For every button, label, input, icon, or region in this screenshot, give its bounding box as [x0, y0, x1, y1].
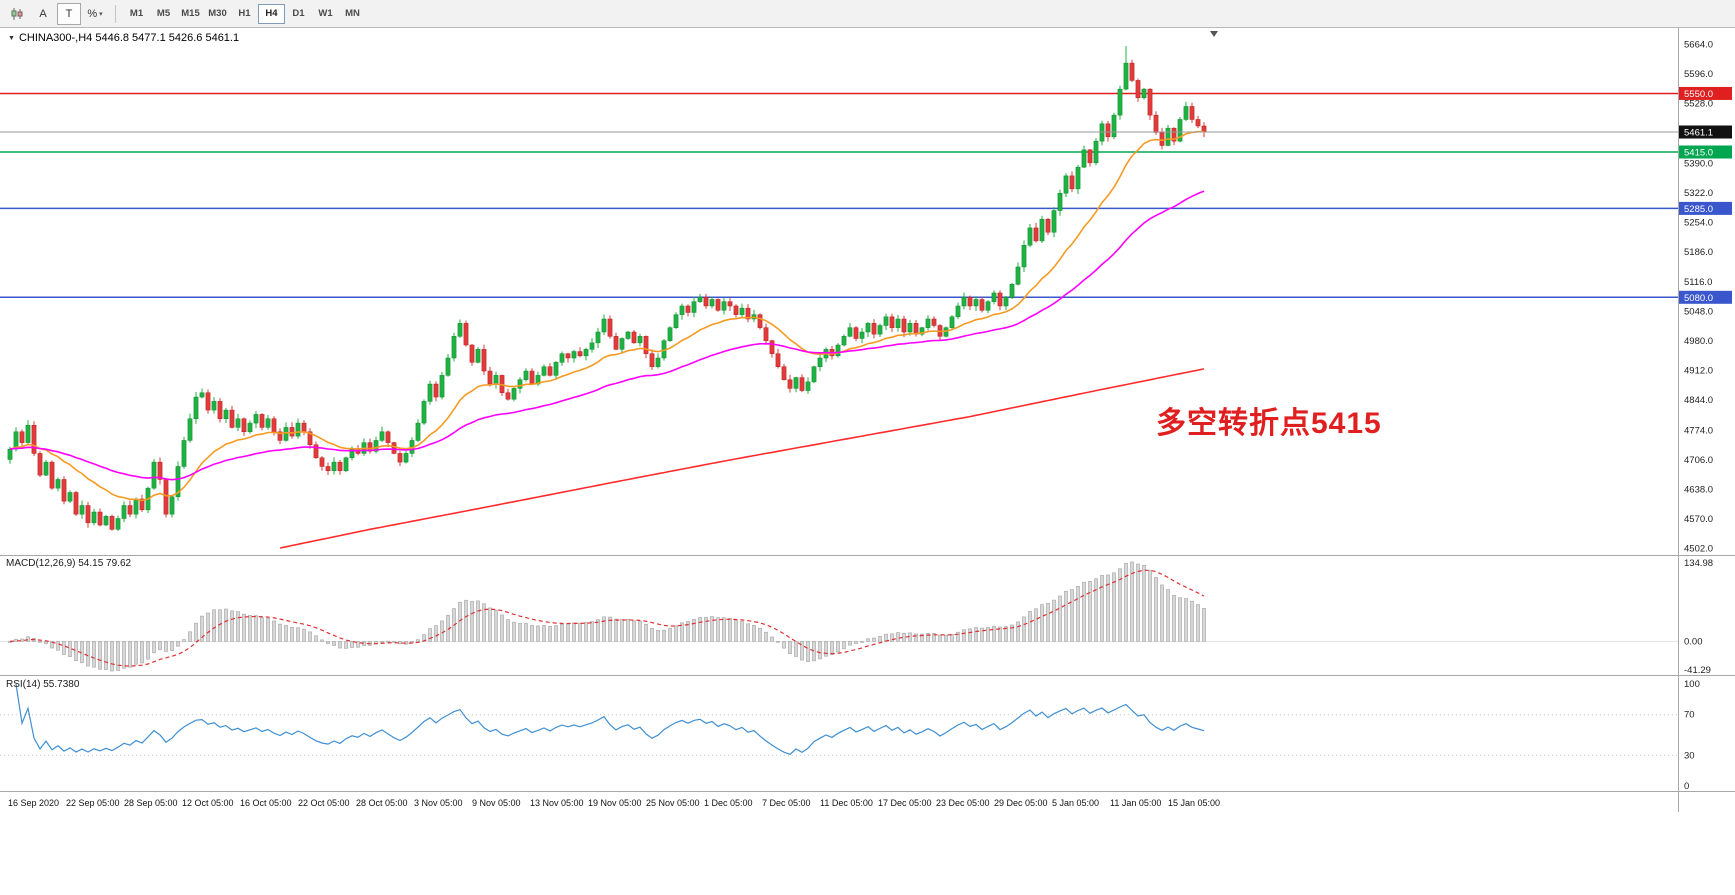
- svg-text:5390.0: 5390.0: [1684, 158, 1713, 169]
- macd-histogram: [8, 561, 1206, 672]
- svg-text:9 Nov 05:00: 9 Nov 05:00: [472, 798, 521, 808]
- svg-text:15 Jan 05:00: 15 Jan 05:00: [1168, 798, 1220, 808]
- price-tag: 5550.0: [1679, 86, 1732, 100]
- rsi-label: RSI(14) 55.7380: [6, 679, 80, 690]
- timeframe-w1[interactable]: W1: [312, 4, 339, 24]
- svg-text:5285.0: 5285.0: [1684, 204, 1713, 215]
- symbol-ohlc-label: ▼ CHINA300-,H4 5446.8 5477.1 5426.6 5461…: [8, 32, 239, 44]
- svg-text:25 Nov 05:00: 25 Nov 05:00: [646, 798, 700, 808]
- svg-text:4844.0: 4844.0: [1684, 395, 1713, 406]
- price-tag: 5461.1: [1679, 125, 1732, 139]
- candles: [7, 46, 1207, 531]
- timeframe-m30[interactable]: M30: [204, 4, 231, 24]
- macd-signal-line: [9, 569, 1205, 667]
- svg-text:134.98: 134.98: [1684, 558, 1713, 569]
- price-scale[interactable]: 5664.0 5596.0 5528.0 5390.0 5322.0 5254.0 5186…: [1679, 40, 1732, 555]
- svg-text:30: 30: [1684, 750, 1695, 761]
- svg-text:12 Oct 05:00: 12 Oct 05:00: [182, 798, 234, 808]
- toolbar-separator: [115, 4, 116, 23]
- timeframe-h1[interactable]: H1: [231, 4, 258, 24]
- dropdown-caret-icon: ▾: [99, 10, 103, 18]
- rsi-line: [15, 683, 1205, 755]
- svg-text:7 Dec 05:00: 7 Dec 05:00: [762, 798, 811, 808]
- svg-text:11 Dec 05:00: 11 Dec 05:00: [820, 798, 873, 808]
- percent-dropdown-button[interactable]: % ▾: [83, 3, 107, 25]
- timeframe-m1[interactable]: M1: [123, 4, 150, 24]
- time-axis[interactable]: 16 Sep 2020 22 Sep 05:00 28 Sep 05:00 12 Oc…: [8, 798, 1220, 808]
- timeframe-d1[interactable]: D1: [285, 4, 312, 24]
- t-button[interactable]: T: [57, 2, 81, 25]
- svg-text:5186.0: 5186.0: [1684, 247, 1713, 258]
- svg-text:5528.0: 5528.0: [1684, 98, 1713, 109]
- svg-text:5254.0: 5254.0: [1684, 217, 1713, 228]
- moving-averages: [9, 130, 1205, 549]
- svg-text:5664.0: 5664.0: [1684, 40, 1713, 51]
- svg-text:22 Sep 05:00: 22 Sep 05:00: [66, 798, 120, 808]
- svg-text:22 Oct 05:00: 22 Oct 05:00: [298, 798, 350, 808]
- macd-panel: 134.98 0.00 -41.29: [0, 558, 1713, 676]
- svg-text:23 Dec 05:00: 23 Dec 05:00: [936, 798, 990, 808]
- svg-text:4570.0: 4570.0: [1684, 514, 1713, 525]
- a-button[interactable]: A: [31, 3, 55, 25]
- svg-text:17 Dec 05:00: 17 Dec 05:00: [878, 798, 932, 808]
- svg-text:5415.0: 5415.0: [1684, 148, 1713, 159]
- chart-shift-marker-icon[interactable]: [1210, 31, 1218, 37]
- svg-text:0.00: 0.00: [1684, 636, 1703, 647]
- svg-text:5596.0: 5596.0: [1684, 69, 1713, 80]
- timeframe-m15[interactable]: M15: [177, 4, 204, 24]
- percent-icon: %: [87, 7, 98, 20]
- ma-fast-line: [9, 130, 1204, 502]
- svg-text:4912.0: 4912.0: [1684, 366, 1713, 377]
- svg-text:4502.0: 4502.0: [1684, 544, 1713, 555]
- svg-text:29 Dec 05:00: 29 Dec 05:00: [994, 798, 1048, 808]
- svg-text:1 Dec 05:00: 1 Dec 05:00: [704, 798, 753, 808]
- svg-text:4980.0: 4980.0: [1684, 336, 1713, 347]
- symbol-marker-icon: ▼: [8, 34, 15, 42]
- svg-text:4638.0: 4638.0: [1684, 485, 1713, 496]
- svg-text:4774.0: 4774.0: [1684, 426, 1713, 437]
- svg-text:5 Jan 05:00: 5 Jan 05:00: [1052, 798, 1099, 808]
- svg-text:16 Oct 05:00: 16 Oct 05:00: [240, 798, 292, 808]
- svg-text:70: 70: [1684, 710, 1695, 721]
- timeframe-h4[interactable]: H4: [258, 3, 285, 24]
- level-lines[interactable]: [0, 92, 1678, 299]
- svg-text:5461.1: 5461.1: [1684, 128, 1713, 139]
- macd-label: MACD(12,26,9) 54.15 79.62: [6, 558, 132, 569]
- symbol-ohlc-text: CHINA300-,H4 5446.8 5477.1 5426.6 5461.1: [18, 32, 240, 44]
- svg-text:-41.29: -41.29: [1684, 665, 1711, 676]
- timeframe-m5[interactable]: M5: [150, 4, 177, 24]
- ma-slow-line: [279, 368, 1205, 549]
- svg-text:5322.0: 5322.0: [1684, 188, 1713, 199]
- svg-text:5116.0: 5116.0: [1684, 277, 1712, 288]
- svg-text:100: 100: [1684, 679, 1700, 690]
- svg-text:5048.0: 5048.0: [1684, 307, 1713, 318]
- chart-icon-button[interactable]: [5, 3, 29, 25]
- svg-text:5080.0: 5080.0: [1684, 293, 1713, 304]
- svg-text:28 Sep 05:00: 28 Sep 05:00: [124, 798, 178, 808]
- svg-text:19 Nov 05:00: 19 Nov 05:00: [588, 798, 642, 808]
- rsi-panel: 100 70 30 0: [0, 679, 1700, 792]
- svg-text:28 Oct 05:00: 28 Oct 05:00: [356, 798, 408, 808]
- svg-text:0: 0: [1684, 781, 1689, 792]
- chart-icon: [11, 7, 23, 20]
- price-tag: 5285.0: [1679, 201, 1732, 215]
- svg-text:16 Sep 2020: 16 Sep 2020: [8, 798, 59, 808]
- svg-text:4706.0: 4706.0: [1684, 455, 1713, 466]
- chart-annotation[interactable]: 多空转折点5415: [1156, 407, 1382, 440]
- svg-text:11 Jan 05:00: 11 Jan 05:00: [1110, 798, 1161, 808]
- svg-text:13 Nov 05:00: 13 Nov 05:00: [530, 798, 584, 808]
- timeframe-mn[interactable]: MN: [339, 4, 366, 24]
- panel-frames: [0, 28, 1735, 812]
- price-tag: 5415.0: [1679, 145, 1732, 159]
- svg-text:3 Nov 05:00: 3 Nov 05:00: [414, 798, 463, 808]
- ma-mid-line: [9, 190, 1205, 481]
- price-tag: 5080.0: [1679, 290, 1732, 304]
- svg-text:5550.0: 5550.0: [1684, 89, 1713, 100]
- toolbar: A T % ▾ M1 M5 M15 M30 H1 H4 D1 W1 MN: [0, 0, 1735, 28]
